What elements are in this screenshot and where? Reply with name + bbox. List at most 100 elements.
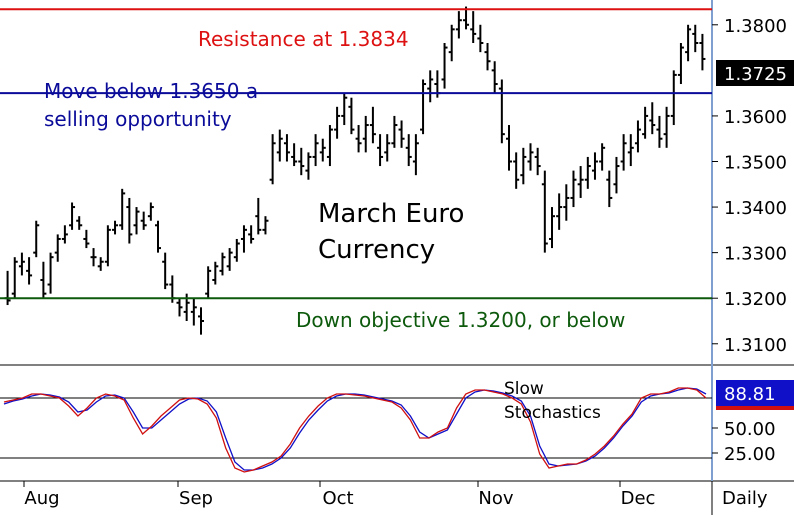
price-bar	[369, 106, 376, 144]
price-bar	[548, 207, 555, 249]
price-bar	[4, 270, 11, 306]
price-bar	[283, 134, 290, 162]
price-bar	[649, 102, 656, 135]
price-bar	[276, 129, 283, 162]
price-bar	[90, 248, 97, 267]
price-bar	[699, 33, 706, 71]
price-bar	[176, 298, 183, 317]
price-bars	[4, 6, 706, 335]
price-bar	[455, 11, 462, 39]
price-bar	[133, 207, 140, 235]
date-tick-label: Oct	[322, 488, 353, 509]
price-bar	[326, 125, 333, 167]
price-bar	[219, 252, 226, 276]
price-bar	[248, 225, 255, 244]
price-bar	[298, 147, 305, 176]
price-bar	[692, 24, 699, 53]
price-bar	[262, 216, 269, 235]
stochastic-tick-label: 25.00	[724, 444, 776, 465]
price-bar	[269, 134, 276, 185]
price-bar	[26, 257, 33, 285]
periodicity-label: Daily	[722, 488, 768, 509]
indicator-name-line-2: Stochastics	[504, 403, 601, 423]
last-price-label: 1.3725	[724, 64, 787, 85]
price-bar	[599, 143, 606, 171]
price-bar	[620, 134, 627, 171]
price-bar	[556, 193, 563, 230]
price-bar	[498, 79, 505, 144]
price-bar	[420, 79, 427, 135]
price-bar	[477, 24, 484, 53]
price-bar	[240, 225, 247, 253]
reference-lines	[0, 8, 712, 300]
price-bar	[613, 156, 620, 194]
price-bar	[69, 202, 76, 230]
price-bar	[520, 147, 527, 185]
price-bar	[61, 225, 68, 244]
price-bar	[140, 211, 147, 230]
date-tick-label: Sep	[179, 488, 213, 509]
stochastic-k-line	[3, 387, 707, 473]
stochastic-tick-label: 50.00	[724, 419, 776, 440]
price-bar	[570, 170, 577, 208]
price-bar	[670, 70, 677, 126]
price-tick-label: 1.3800	[724, 16, 787, 37]
price-bar	[319, 138, 326, 162]
price-bar	[606, 170, 613, 208]
price-bar	[197, 307, 204, 335]
indicator-name-line-1: Slow	[504, 379, 544, 399]
price-bar	[119, 188, 126, 230]
date-tick-label: Nov	[478, 488, 513, 509]
price-bar	[663, 106, 670, 148]
price-bar	[255, 197, 262, 235]
price-axis: 1.3100 1.3200 1.3300 1.3400 1.3500 1.3600 1.38…	[712, 16, 787, 356]
date-axis: Aug Sep Oct Nov Dec	[23, 481, 656, 509]
stochastic-value-label: 88.81	[724, 384, 776, 405]
stochastic-d-line	[3, 387, 707, 471]
price-bar	[47, 252, 54, 294]
price-bar	[212, 261, 219, 285]
price-bar	[405, 134, 412, 167]
price-bar	[155, 220, 162, 253]
price-bar	[83, 229, 90, 249]
price-bar	[291, 143, 298, 167]
price-bar	[384, 134, 391, 162]
price-tick-label: 1.3100	[724, 335, 787, 356]
date-tick-label: Dec	[621, 488, 656, 509]
chart-title-line-1: March Euro	[318, 199, 464, 229]
price-bar	[11, 257, 18, 299]
price-bar	[190, 298, 197, 326]
price-bar	[484, 43, 491, 71]
price-bar	[355, 125, 362, 153]
price-tick-label: 1.3200	[724, 289, 787, 310]
price-bar	[40, 261, 47, 299]
price-bar	[312, 134, 319, 167]
price-bar	[577, 166, 584, 198]
price-bar	[463, 6, 470, 30]
price-tick-label: 1.3600	[724, 107, 787, 128]
price-bar	[584, 156, 591, 189]
chart-title-line-2: Currency	[318, 235, 435, 265]
price-bar	[642, 106, 649, 139]
price-bar	[126, 197, 133, 244]
price-bar	[391, 115, 398, 148]
price-bar	[341, 93, 348, 126]
price-bar	[233, 238, 240, 262]
price-bar	[656, 115, 663, 148]
price-bar	[334, 106, 341, 139]
price-bar	[162, 252, 169, 290]
price-tick-label: 1.3400	[724, 198, 787, 219]
price-bar	[563, 184, 570, 221]
price-bar	[448, 24, 455, 62]
price-bar	[305, 152, 312, 180]
price-bar	[104, 225, 111, 267]
stochastics-panel	[0, 387, 712, 473]
price-bar	[427, 70, 434, 103]
price-bar	[377, 134, 384, 167]
price-bar	[513, 152, 520, 189]
price-bar	[348, 97, 355, 135]
price-bar	[147, 202, 154, 221]
price-bar	[226, 248, 233, 271]
selling-label-line-1: Move below 1.3650 a	[44, 79, 258, 103]
